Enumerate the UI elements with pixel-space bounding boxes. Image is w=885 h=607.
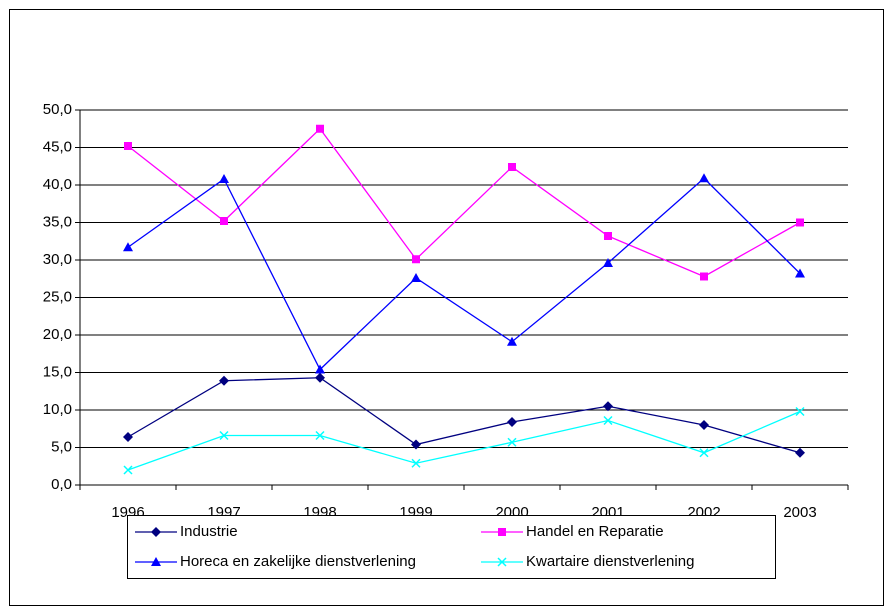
legend-label: Kwartaire dienstverlening: [526, 553, 694, 570]
chart-border: [9, 9, 884, 606]
series-line: [127, 377, 801, 454]
marker: [151, 527, 161, 537]
marker: [604, 232, 612, 240]
marker: [123, 242, 133, 252]
y-tick-label: 25,0: [43, 288, 72, 305]
marker: [603, 401, 613, 412]
y-tick-label: 20,0: [43, 326, 72, 343]
series-line: [127, 410, 801, 471]
legend-label: Industrie: [180, 523, 238, 540]
y-tick-label: 30,0: [43, 251, 72, 268]
marker: [507, 437, 517, 447]
legend-label: Horeca en zakelijke dienstverlening: [180, 553, 416, 570]
marker: [219, 430, 229, 441]
marker: [795, 447, 805, 458]
marker: [412, 255, 420, 264]
marker: [411, 439, 421, 450]
marker: [315, 372, 325, 383]
y-tick-label: 0,0: [51, 476, 72, 493]
marker: [411, 458, 421, 468]
y-tick-label: 10,0: [43, 401, 72, 418]
y-tick-label: 50,0: [43, 101, 72, 118]
marker: [699, 173, 709, 183]
marker: [497, 557, 507, 567]
marker: [700, 272, 708, 281]
marker: [219, 375, 229, 386]
y-tick-label: 45,0: [43, 138, 72, 155]
legend-box: [127, 515, 776, 579]
marker: [795, 268, 805, 278]
marker: [699, 420, 709, 430]
marker: [315, 430, 325, 441]
y-tick-label: 35,0: [43, 213, 72, 230]
marker: [123, 432, 133, 442]
marker: [316, 124, 324, 133]
y-tick-label: 40,0: [43, 176, 72, 193]
y-tick-label: 5,0: [51, 438, 72, 455]
legend-label: Handel en Reparatie: [526, 523, 664, 540]
marker: [795, 406, 805, 417]
marker: [315, 364, 325, 374]
marker: [699, 448, 709, 458]
y-tick-label: 15,0: [43, 363, 72, 380]
marker: [411, 273, 421, 282]
marker: [220, 217, 228, 225]
marker: [507, 417, 517, 427]
marker: [124, 142, 132, 150]
marker: [603, 415, 613, 426]
marker: [151, 557, 161, 566]
marker: [796, 218, 804, 227]
marker: [603, 258, 613, 267]
x-tick-label: 2003: [783, 504, 816, 521]
marker: [498, 528, 506, 536]
marker: [219, 174, 229, 183]
series-line: [127, 177, 801, 371]
marker: [507, 336, 517, 346]
marker: [123, 465, 133, 475]
marker: [508, 163, 516, 171]
series-line: [127, 127, 801, 278]
